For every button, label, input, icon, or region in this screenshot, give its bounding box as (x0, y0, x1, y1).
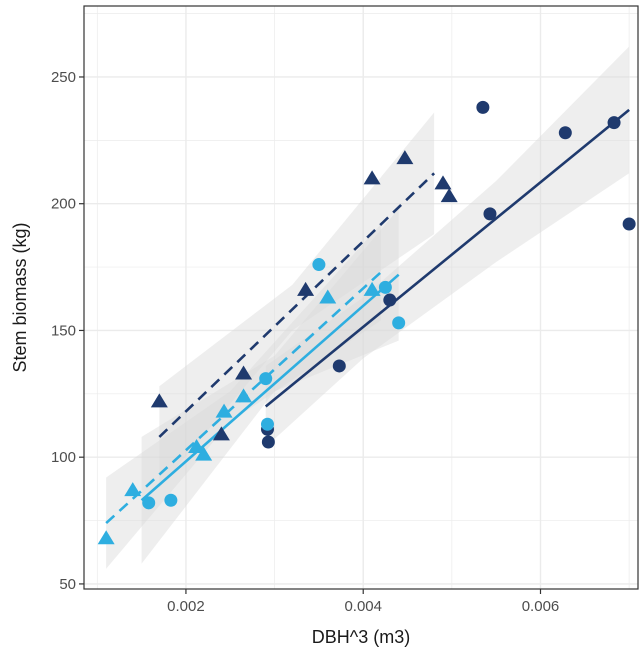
fit-line-1 (264, 108, 630, 408)
x-tick-label: 0.004 (344, 598, 382, 615)
y-tick-label: 150 (51, 322, 76, 339)
axis-ticks (79, 76, 542, 594)
y-tick-label: 50 (59, 576, 76, 593)
point-s3-3 (260, 417, 274, 431)
y-axis-title: Stem biomass (kg) (10, 222, 30, 372)
point-s4-2 (124, 482, 142, 497)
y-tick-label: 100 (51, 449, 76, 466)
point-s2-5 (363, 170, 381, 185)
y-tick-label: 200 (51, 196, 76, 213)
tick-labels: 0.002 0.004 0.006 50 100 150 200 250 (51, 69, 559, 615)
point-s3-2 (164, 493, 178, 507)
fit-line-2 (158, 172, 436, 438)
point-s4-7 (319, 289, 337, 304)
data-points (97, 100, 636, 545)
point-s1-4 (622, 217, 636, 231)
point-s1-2 (558, 126, 572, 140)
point-s3-1 (142, 496, 156, 510)
point-s1-9 (261, 435, 275, 449)
point-s1-1 (476, 100, 490, 114)
point-s3-7 (392, 316, 406, 330)
point-s2-4 (297, 281, 315, 296)
point-s4-1 (97, 530, 115, 545)
point-s3-6 (378, 280, 392, 294)
point-s1-6 (383, 293, 397, 307)
point-s2-1 (150, 393, 168, 408)
point-s3-5 (312, 258, 326, 272)
point-s4-4 (195, 446, 213, 461)
point-s4-3 (188, 439, 206, 454)
point-s1-5 (483, 207, 497, 221)
point-s2-8 (440, 188, 458, 203)
point-s4-5 (215, 403, 233, 418)
point-s2-3 (235, 365, 253, 380)
panel-border (83, 5, 639, 590)
x-tick-label: 0.002 (167, 598, 205, 615)
point-s4-6 (235, 388, 253, 403)
y-tick-label: 250 (51, 69, 76, 86)
x-axis-title: DBH^3 (m3) (312, 627, 410, 647)
point-s3-4 (259, 372, 273, 386)
point-s2-6 (396, 150, 414, 165)
fit-line-3 (140, 273, 400, 502)
confidence-bands (106, 46, 630, 569)
grid-lines (84, 6, 638, 589)
point-s4-8 (363, 281, 381, 296)
point-s1-7 (332, 359, 346, 373)
confidence-band-2 (159, 112, 435, 488)
point-s2-7 (434, 175, 452, 190)
confidence-band-1 (265, 46, 630, 448)
point-s1-3 (607, 116, 621, 130)
point-s2-2 (212, 426, 230, 441)
x-tick-label: 0.006 (522, 598, 560, 615)
